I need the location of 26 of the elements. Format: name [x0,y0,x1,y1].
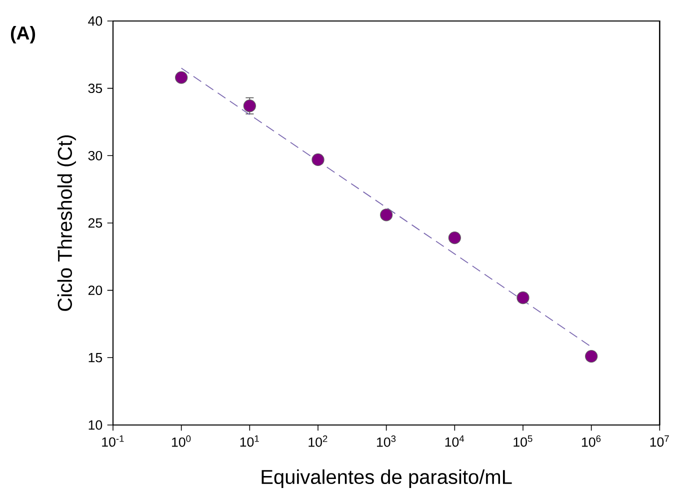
y-axis-title: Ciclo Threshold (Ct) [57,135,76,311]
x-tick-label: 10$^{0}$ [172,435,191,447]
x-tick-label: 10$^{4}$ [445,435,464,447]
x-tick-label: 10$^{1}$ [240,435,259,447]
x-tick-label: 10$^{-1}$ [102,435,124,447]
x-tick-label: 10$^{5}$ [514,435,532,447]
y-tick-label: 15 [88,352,102,362]
point [516,291,530,304]
point [243,100,256,112]
chart-title: (A) [10,26,36,44]
point [584,350,598,363]
y-tick-label: 35 [88,84,102,94]
y-tick-label: 20 [88,286,102,296]
x-tick-label: 10$^{3}$ [377,435,396,447]
x-tick-label: 10$^{6}$ [582,435,601,447]
y-tick-label: 25 [88,218,102,228]
y-tick-label: 30 [88,150,102,160]
y-tick-label: 40 [88,16,102,26]
point [175,71,188,84]
point [448,231,461,244]
x-axis-title: Equivalentes de parasito/mL [262,469,512,488]
x-tick-label: 10$^{7}$ [650,435,669,447]
point [380,208,393,222]
point [312,153,324,166]
x-tick-label: 10$^{2}$ [308,435,328,447]
y-tick-label: 10 [88,420,102,430]
